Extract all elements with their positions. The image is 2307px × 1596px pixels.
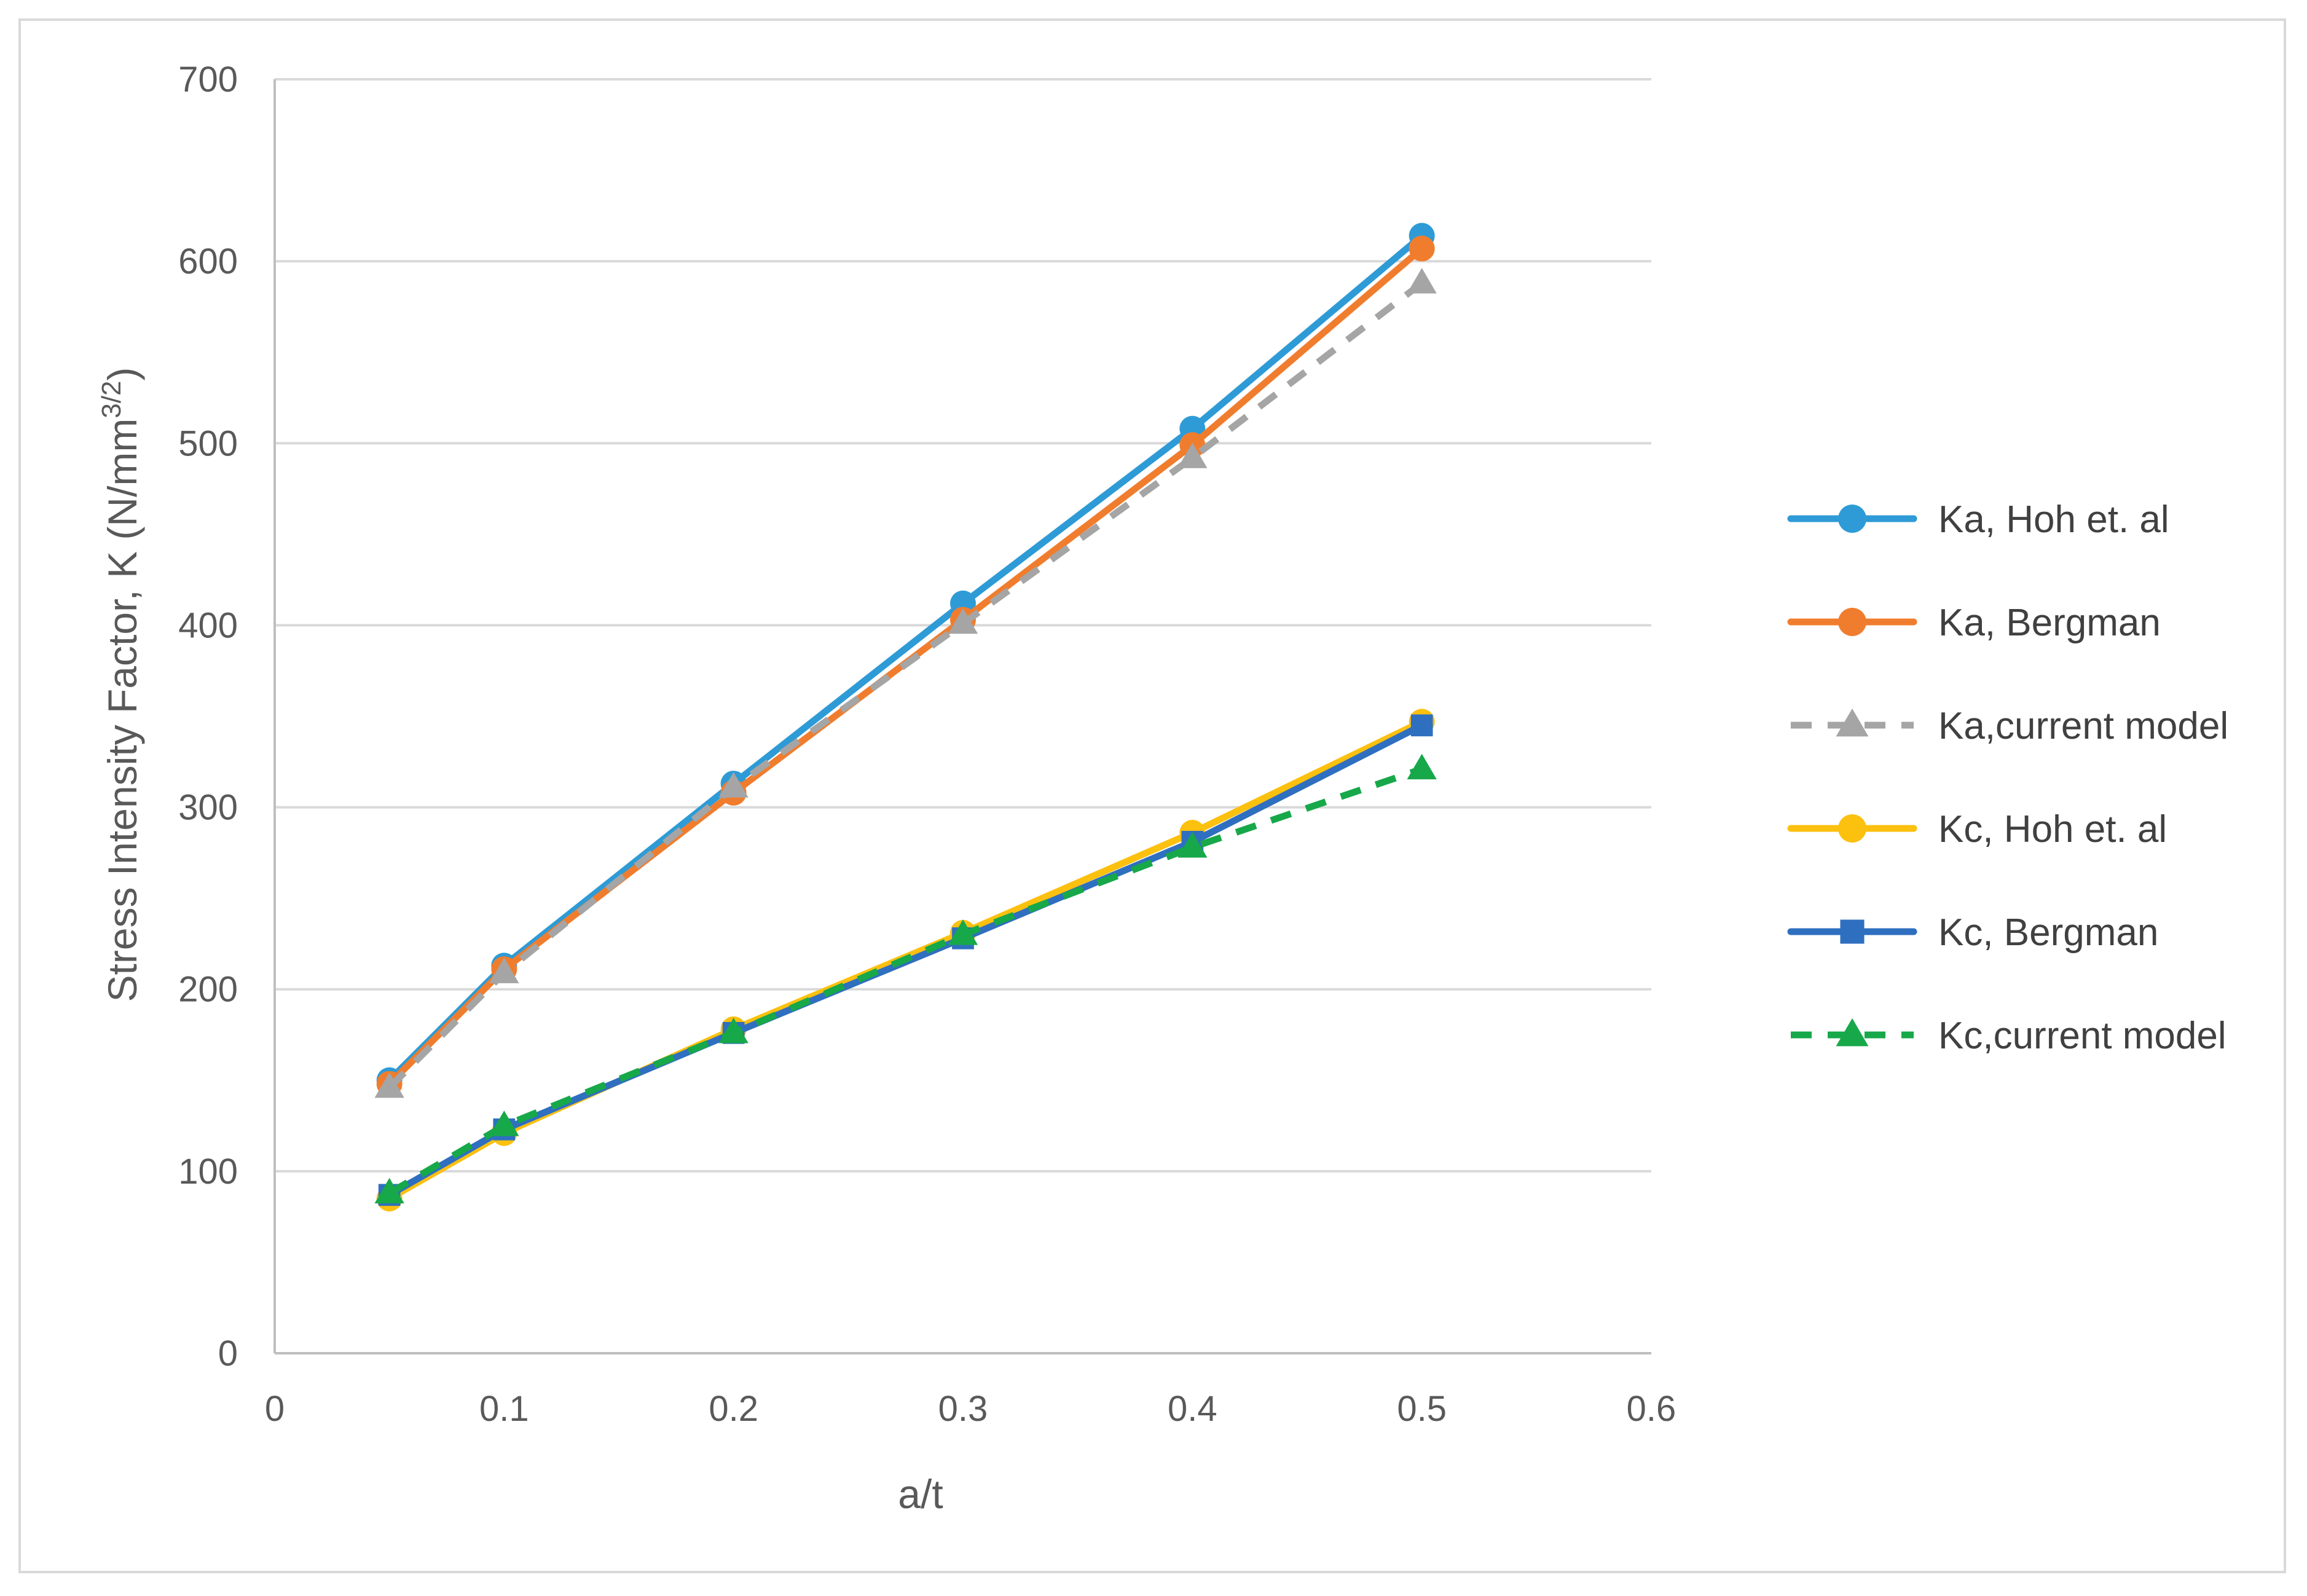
legend-label: Kc, Bergman xyxy=(1938,911,2158,954)
chart-frame: 0 0.1 0.2 0.3 0.4 0.5 0.6 0 100 200 300 400 500 600 7… xyxy=(18,18,2286,1573)
series xyxy=(374,267,1437,1098)
legend-label: Ka, Bergman xyxy=(1938,602,2161,644)
x-tick-labels: 0 0.1 0.2 0.3 0.4 0.5 0.6 xyxy=(265,1389,1676,1429)
gridlines xyxy=(273,78,1651,1354)
x-axis-title: a/t xyxy=(898,1471,943,1517)
y-tick-label: 0 xyxy=(218,1334,238,1374)
x-tick-label: 0.1 xyxy=(479,1389,529,1429)
data-point xyxy=(1836,1018,1869,1047)
y-axis-title-suffix: ) xyxy=(100,367,145,380)
data-point xyxy=(374,1177,404,1204)
data-point xyxy=(718,1018,749,1044)
legend-label: Ka, Hoh et. al xyxy=(1938,498,2169,541)
y-axis-title: Stress Intensity Factor, K (N/mm3/2) xyxy=(96,367,145,1002)
y-tick-label: 300 xyxy=(178,788,238,828)
data-point xyxy=(1177,442,1208,468)
y-tick-label: 100 xyxy=(178,1152,238,1192)
y-tick-labels: 0 100 200 300 400 500 600 700 xyxy=(178,60,238,1374)
x-tick-label: 0.2 xyxy=(709,1389,758,1429)
data-point xyxy=(1409,235,1435,262)
y-tick-label: 500 xyxy=(178,423,238,463)
data-point xyxy=(1410,714,1433,737)
data-point xyxy=(948,919,978,945)
y-tick-label: 600 xyxy=(178,242,238,281)
data-point xyxy=(1840,919,1865,944)
line-chart: 0 0.1 0.2 0.3 0.4 0.5 0.6 0 100 200 300 400 500 600 7… xyxy=(96,60,2228,1517)
data-point xyxy=(374,1072,404,1098)
data-point xyxy=(1836,708,1869,737)
legend-entry: Ka, Hoh et. al xyxy=(1787,498,2169,541)
data-point xyxy=(489,957,519,983)
y-tick-label: 400 xyxy=(178,605,238,645)
legend-entry: Kc, Bergman xyxy=(1787,911,2158,954)
series-line xyxy=(387,766,1423,1197)
x-tick-label: 0 xyxy=(265,1389,285,1429)
series-line xyxy=(386,721,1426,1198)
legend-label: Ka,current model xyxy=(1938,705,2228,747)
series-line xyxy=(387,280,1424,1090)
data-point xyxy=(1838,608,1866,636)
legend-entry: Kc, Hoh et. al xyxy=(1787,808,2167,851)
y-tick-label: 700 xyxy=(178,60,238,100)
y-axis-title-superscript: 3/2 xyxy=(96,380,127,418)
legend-label: Kc,current model xyxy=(1938,1015,2226,1057)
data-point xyxy=(948,608,978,634)
data-point xyxy=(489,1111,519,1136)
series xyxy=(374,753,1437,1204)
data-point xyxy=(718,772,749,798)
x-tick-label: 0.3 xyxy=(938,1389,988,1429)
data-point xyxy=(1407,753,1437,780)
legend-entry: Kc,current model xyxy=(1791,1015,2226,1057)
x-tick-label: 0.5 xyxy=(1397,1389,1447,1429)
legend: Ka, Hoh et. al Ka, Bergman Ka,current mode… xyxy=(1787,498,2228,1057)
data-point xyxy=(1838,505,1866,533)
legend-entry: Ka, Bergman xyxy=(1787,602,2161,644)
data-point xyxy=(1838,814,1866,843)
legend-label: Kc, Hoh et. al xyxy=(1938,808,2167,851)
y-tick-label: 200 xyxy=(178,970,238,1010)
data-point xyxy=(1407,267,1437,294)
series-lines xyxy=(374,222,1437,1212)
x-tick-label: 0.4 xyxy=(1168,1389,1217,1429)
legend-entry: Ka,current model xyxy=(1791,705,2228,747)
y-axis-title-main: Stress Intensity Factor, K (N/mm xyxy=(100,419,145,1002)
x-tick-label: 0.6 xyxy=(1627,1389,1676,1429)
data-point xyxy=(1177,831,1208,858)
